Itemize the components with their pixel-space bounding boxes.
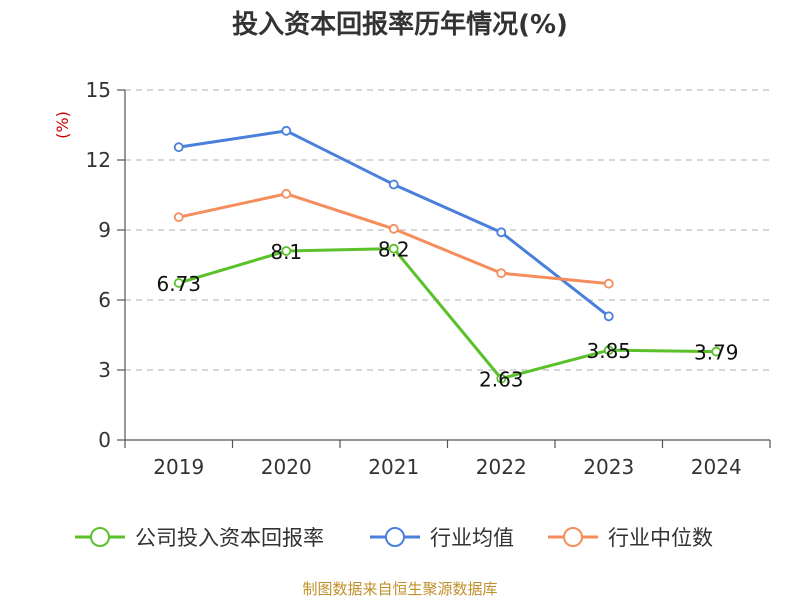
data-point [173, 142, 184, 153]
series-line-0 [178, 247, 717, 381]
y-tick-label: 15 [86, 78, 111, 102]
y-tick-label: 12 [86, 148, 111, 172]
y-axis-label: (%) [53, 111, 72, 139]
data-label: 2.63 [479, 368, 524, 392]
y-tick-label: 3 [98, 358, 111, 382]
data-point [173, 278, 184, 288]
x-tick-label: 2019 [153, 455, 204, 479]
data-point [173, 212, 184, 223]
data-point [281, 246, 292, 256]
data-point [281, 125, 292, 136]
data-point [603, 345, 614, 356]
x-tick-label: 2022 [476, 455, 527, 479]
data-label: 3.79 [694, 341, 739, 365]
legend-label: 行业中位数 [608, 526, 713, 550]
legend-swatch-marker [90, 527, 110, 547]
data-label: 8.1 [270, 240, 302, 264]
x-tick-label: 2020 [261, 455, 312, 479]
x-tick-label: 2024 [691, 455, 742, 479]
x-tick-label: 2021 [368, 455, 419, 479]
data-point [496, 227, 507, 238]
data-point [388, 179, 399, 190]
legend-swatch-marker [385, 527, 405, 547]
data-point [388, 223, 399, 234]
data-labels: 6.73 8.1 8.2 2.63 3.85 3.79 [156, 238, 738, 392]
source-note: 制图数据来自恒生聚源数据库 [302, 580, 498, 598]
axes: 0 3 6 9 12 15 2019 2020 2021 2022 2023 2024 (%) [53, 78, 771, 479]
data-point [711, 346, 722, 357]
data-point [603, 311, 614, 322]
data-point [388, 243, 399, 254]
data-label: 8.2 [378, 238, 410, 262]
y-tick-label: 6 [98, 288, 111, 312]
data-point [603, 278, 614, 289]
x-tick-label: 2023 [583, 455, 634, 479]
legend-swatch-marker [563, 527, 583, 547]
series-lines [173, 125, 722, 384]
series-line-1 [178, 129, 610, 318]
data-label: 6.73 [156, 272, 201, 296]
y-tick-label: 0 [98, 428, 111, 452]
legend-label: 行业均值 [430, 526, 514, 550]
legend: 公司投入资本回报率 行业均值 行业中位数 [75, 526, 713, 550]
data-label: 3.85 [586, 339, 631, 363]
data-point [281, 188, 292, 199]
data-point [496, 373, 507, 384]
y-tick-label: 9 [98, 218, 111, 242]
gridlines [125, 89, 770, 371]
chart-title: 投入资本回报率历年情况(%) [232, 10, 568, 40]
legend-label: 公司投入资本回报率 [135, 526, 324, 550]
data-point [496, 268, 507, 279]
